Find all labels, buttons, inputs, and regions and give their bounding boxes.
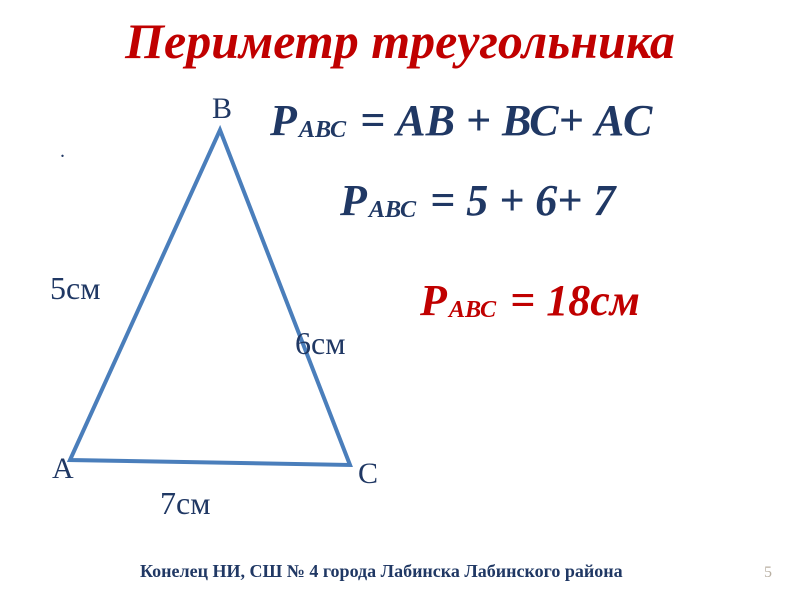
formula-eq: = АВ + ВС+ АС	[349, 96, 652, 145]
footer-credit: Конелец НИ, СШ № 4 города Лабинска Лабин…	[140, 561, 623, 582]
formula-sub: АВС	[449, 296, 496, 323]
side-bc-label: 6см	[295, 325, 345, 362]
formula-general: РАВС = АВ + ВС+ АС	[270, 95, 652, 146]
formula-substituted: РАВС = 5 + 6+ 7	[340, 175, 615, 226]
page-title: Периметр треугольника	[0, 12, 800, 70]
formula-eq: = 5 + 6+ 7	[419, 176, 615, 225]
formula-eq: = 18см	[499, 276, 640, 325]
formula-result: РАВС = 18см	[420, 275, 640, 326]
side-ab-label: 5см	[50, 270, 100, 307]
side-ac-label: 7см	[160, 485, 210, 522]
formula-p: Р	[420, 276, 447, 325]
triangle-diagram: А В С 5см 6см 7см	[50, 120, 390, 520]
triangle-polygon	[70, 130, 350, 465]
triangle-svg	[50, 120, 390, 520]
formula-sub: АВС	[369, 196, 416, 223]
formula-p: Р	[270, 96, 297, 145]
vertex-a-label: А	[52, 452, 74, 486]
page-number: 5	[764, 564, 772, 582]
formula-sub: АВС	[299, 116, 346, 143]
vertex-c-label: С	[358, 457, 378, 491]
vertex-b-label: В	[212, 92, 232, 126]
formula-p: Р	[340, 176, 367, 225]
